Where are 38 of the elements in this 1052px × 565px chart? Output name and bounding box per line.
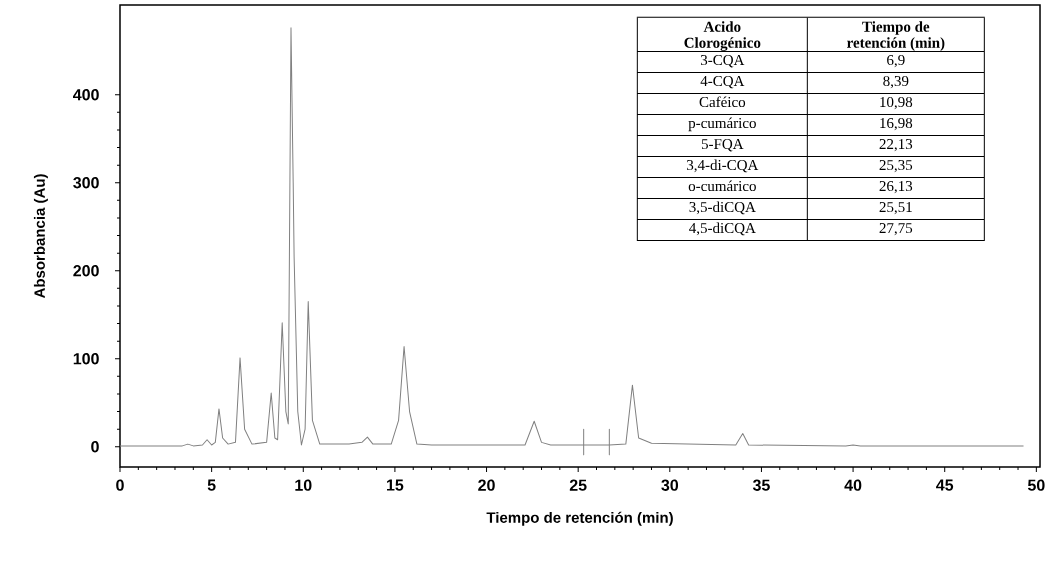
x-tick-label: 35 [752, 479, 770, 491]
x-tick-label: 50 [1027, 479, 1045, 491]
annotation: o-cumárico [688, 180, 756, 192]
y-axis-title: Absorbancia (Au) [33, 174, 48, 299]
annotation: 25,51 [879, 202, 912, 215]
y-tick-label: 200 [73, 265, 99, 277]
x-axis-title: Tiempo de retención (min) [486, 511, 673, 526]
y-tick-label: 400 [73, 89, 99, 101]
annotation: Acido Clorogénico [684, 21, 761, 51]
annotation: 16,98 [880, 117, 913, 131]
x-tick-label: 5 [207, 479, 216, 491]
annotation: 27,75 [879, 223, 913, 236]
x-tick-label: 20 [478, 479, 495, 491]
x-tick-label: 45 [936, 479, 954, 491]
y-tick-label: 100 [73, 353, 99, 365]
annotation: 4-CQA [700, 76, 745, 89]
annotation: 10,98 [880, 96, 913, 110]
annotation: 26,13 [879, 181, 913, 194]
annotation: 22,13 [879, 139, 913, 152]
annotation: 4,5-diCQA [689, 222, 756, 236]
annotation: Caféico [699, 96, 746, 108]
y-tick-label: 0 [91, 441, 99, 453]
x-tick-label: 40 [844, 479, 862, 491]
annotation: 3-CQA [700, 55, 745, 68]
annotation: p-cumárico [688, 117, 756, 132]
annotation: 3,5-diCQA [689, 201, 756, 215]
x-tick-label: 30 [661, 479, 679, 491]
x-tick-label: 0 [116, 479, 124, 491]
annotation: 8,39 [883, 75, 909, 89]
annotation: 25,35 [879, 160, 913, 173]
x-tick-label: 25 [569, 479, 587, 491]
annotation: Tiempo de retención (min) [847, 21, 945, 51]
annotation: 3,4-di-CQA [687, 159, 759, 173]
annotation: 5-FQA [701, 139, 744, 152]
x-tick-label: 10 [295, 479, 312, 491]
y-tick-label: 300 [73, 177, 99, 189]
x-tick-label: 15 [387, 479, 404, 491]
annotation: 6,9 [887, 55, 905, 68]
